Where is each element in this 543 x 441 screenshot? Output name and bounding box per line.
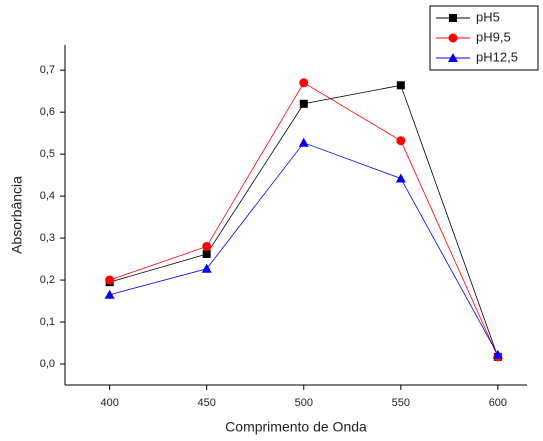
y-axis-title: Absorbância — [9, 176, 25, 254]
x-tick-label: 450 — [198, 397, 216, 409]
series-line — [109, 82, 499, 358]
x-tick-label: 550 — [392, 397, 410, 409]
marker — [449, 14, 457, 22]
x-tick-label: 400 — [100, 397, 118, 409]
marker — [104, 289, 115, 299]
legend-label: pH5 — [476, 9, 500, 24]
series-line — [109, 142, 499, 355]
marker — [448, 53, 458, 62]
marker — [105, 275, 115, 285]
x-tick-label: 500 — [295, 397, 313, 409]
marker — [202, 241, 212, 251]
y-tick-label: 0,5 — [40, 148, 55, 160]
marker — [201, 263, 212, 273]
legend-label: pH9,5 — [476, 29, 511, 44]
y-tick-label: 0,1 — [40, 316, 55, 328]
marker — [299, 99, 308, 108]
y-tick-label: 0,0 — [40, 358, 55, 370]
legend-label: pH12,5 — [476, 49, 518, 64]
marker — [395, 173, 406, 183]
marker — [298, 137, 309, 147]
marker — [448, 33, 458, 43]
marker — [492, 349, 503, 359]
y-tick-label: 0,4 — [40, 190, 55, 202]
y-tick-label: 0,7 — [40, 64, 55, 76]
y-tick-label: 0,2 — [40, 274, 55, 286]
x-axis-title: Comprimento de Onda — [225, 419, 367, 435]
y-tick-label: 0,3 — [40, 232, 55, 244]
marker — [396, 136, 406, 146]
y-tick-label: 0,6 — [40, 106, 55, 118]
series-line — [109, 84, 499, 358]
marker — [299, 78, 309, 88]
marker — [396, 81, 405, 90]
marker — [202, 250, 211, 259]
x-tick-label: 600 — [489, 397, 507, 409]
